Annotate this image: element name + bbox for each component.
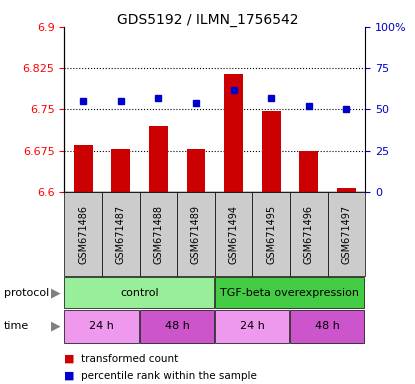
- Bar: [139, 310, 214, 343]
- Bar: [149, 126, 168, 192]
- Bar: [74, 145, 93, 192]
- Text: ▶: ▶: [51, 286, 61, 299]
- Bar: [299, 151, 318, 192]
- Bar: [327, 192, 365, 276]
- Text: control: control: [120, 288, 159, 298]
- Bar: [139, 192, 177, 276]
- Text: GSM671495: GSM671495: [266, 205, 276, 264]
- Text: GSM671497: GSM671497: [342, 205, 352, 264]
- Text: ■: ■: [64, 354, 75, 364]
- Text: TGF-beta overexpression: TGF-beta overexpression: [220, 288, 359, 298]
- Bar: [215, 277, 364, 308]
- Bar: [215, 192, 252, 276]
- Bar: [215, 310, 289, 343]
- Text: GSM671496: GSM671496: [304, 205, 314, 264]
- Bar: [290, 192, 327, 276]
- Text: GSM671494: GSM671494: [229, 205, 239, 264]
- Bar: [102, 192, 139, 276]
- Bar: [111, 149, 130, 192]
- Text: transformed count: transformed count: [81, 354, 178, 364]
- Text: GSM671486: GSM671486: [78, 205, 88, 264]
- Text: ■: ■: [64, 371, 75, 381]
- Bar: [252, 192, 290, 276]
- Text: percentile rank within the sample: percentile rank within the sample: [81, 371, 257, 381]
- Bar: [290, 310, 364, 343]
- Bar: [224, 74, 243, 192]
- Bar: [64, 192, 102, 276]
- Text: 24 h: 24 h: [240, 321, 265, 331]
- Text: ▶: ▶: [51, 320, 61, 333]
- Bar: [64, 277, 214, 308]
- Text: GSM671489: GSM671489: [191, 205, 201, 264]
- Text: GSM671487: GSM671487: [116, 205, 126, 264]
- Bar: [262, 111, 281, 192]
- Text: GSM671488: GSM671488: [154, 205, 164, 264]
- Text: protocol: protocol: [4, 288, 49, 298]
- Text: GDS5192 / ILMN_1756542: GDS5192 / ILMN_1756542: [117, 13, 298, 27]
- Text: 48 h: 48 h: [315, 321, 340, 331]
- Bar: [64, 310, 139, 343]
- Text: 48 h: 48 h: [165, 321, 190, 331]
- Bar: [337, 188, 356, 192]
- Text: 24 h: 24 h: [90, 321, 115, 331]
- Bar: [177, 192, 215, 276]
- Text: time: time: [4, 321, 29, 331]
- Bar: [187, 149, 205, 192]
